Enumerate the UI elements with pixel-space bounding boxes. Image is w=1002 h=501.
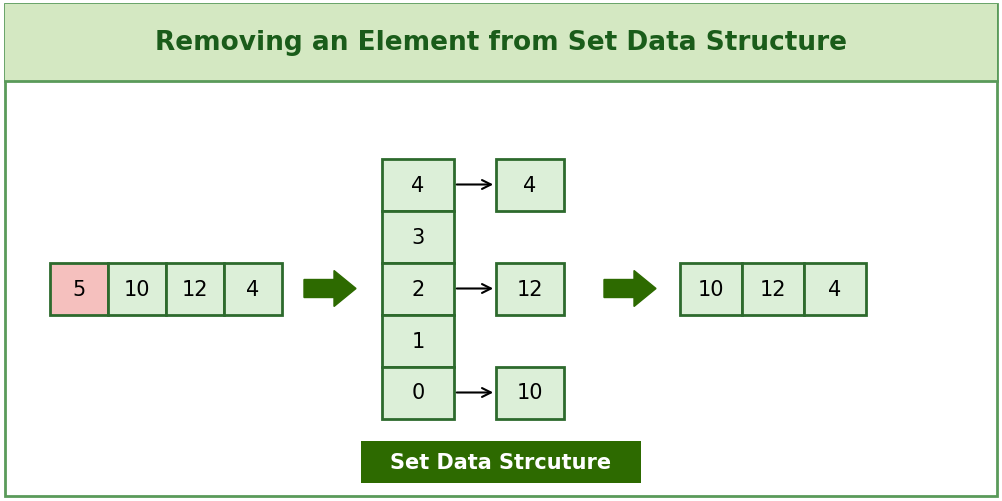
Text: 3: 3	[412, 227, 425, 247]
Text: 12: 12	[517, 279, 543, 299]
Text: 2: 2	[412, 279, 425, 299]
Bar	[361, 441, 641, 483]
Bar	[382, 367, 454, 419]
Bar	[5, 5, 997, 82]
Bar	[108, 263, 166, 315]
Text: 0: 0	[412, 383, 425, 403]
Text: Removing an Element from Set Data Structure: Removing an Element from Set Data Struct…	[155, 31, 847, 57]
Bar	[50, 263, 108, 315]
Bar	[224, 263, 282, 315]
Bar	[496, 367, 564, 419]
Bar	[496, 159, 564, 211]
Text: 10: 10	[517, 383, 543, 403]
FancyArrow shape	[304, 271, 356, 307]
Bar	[742, 263, 804, 315]
Bar	[166, 263, 224, 315]
Text: 10: 10	[697, 279, 724, 299]
Bar	[382, 211, 454, 263]
Text: 12: 12	[181, 279, 208, 299]
Bar	[382, 263, 454, 315]
FancyArrow shape	[604, 271, 656, 307]
Text: 4: 4	[523, 175, 537, 195]
Text: 5: 5	[72, 279, 85, 299]
Bar	[680, 263, 742, 315]
Text: Set Data Strcuture: Set Data Strcuture	[391, 452, 611, 472]
Text: 12: 12	[760, 279, 787, 299]
Text: 4: 4	[829, 279, 842, 299]
Text: 4: 4	[412, 175, 425, 195]
Text: 4: 4	[246, 279, 260, 299]
Bar	[496, 263, 564, 315]
Text: 1: 1	[412, 331, 425, 351]
Bar	[804, 263, 866, 315]
Bar	[382, 159, 454, 211]
Text: 10: 10	[124, 279, 150, 299]
Bar	[382, 315, 454, 367]
